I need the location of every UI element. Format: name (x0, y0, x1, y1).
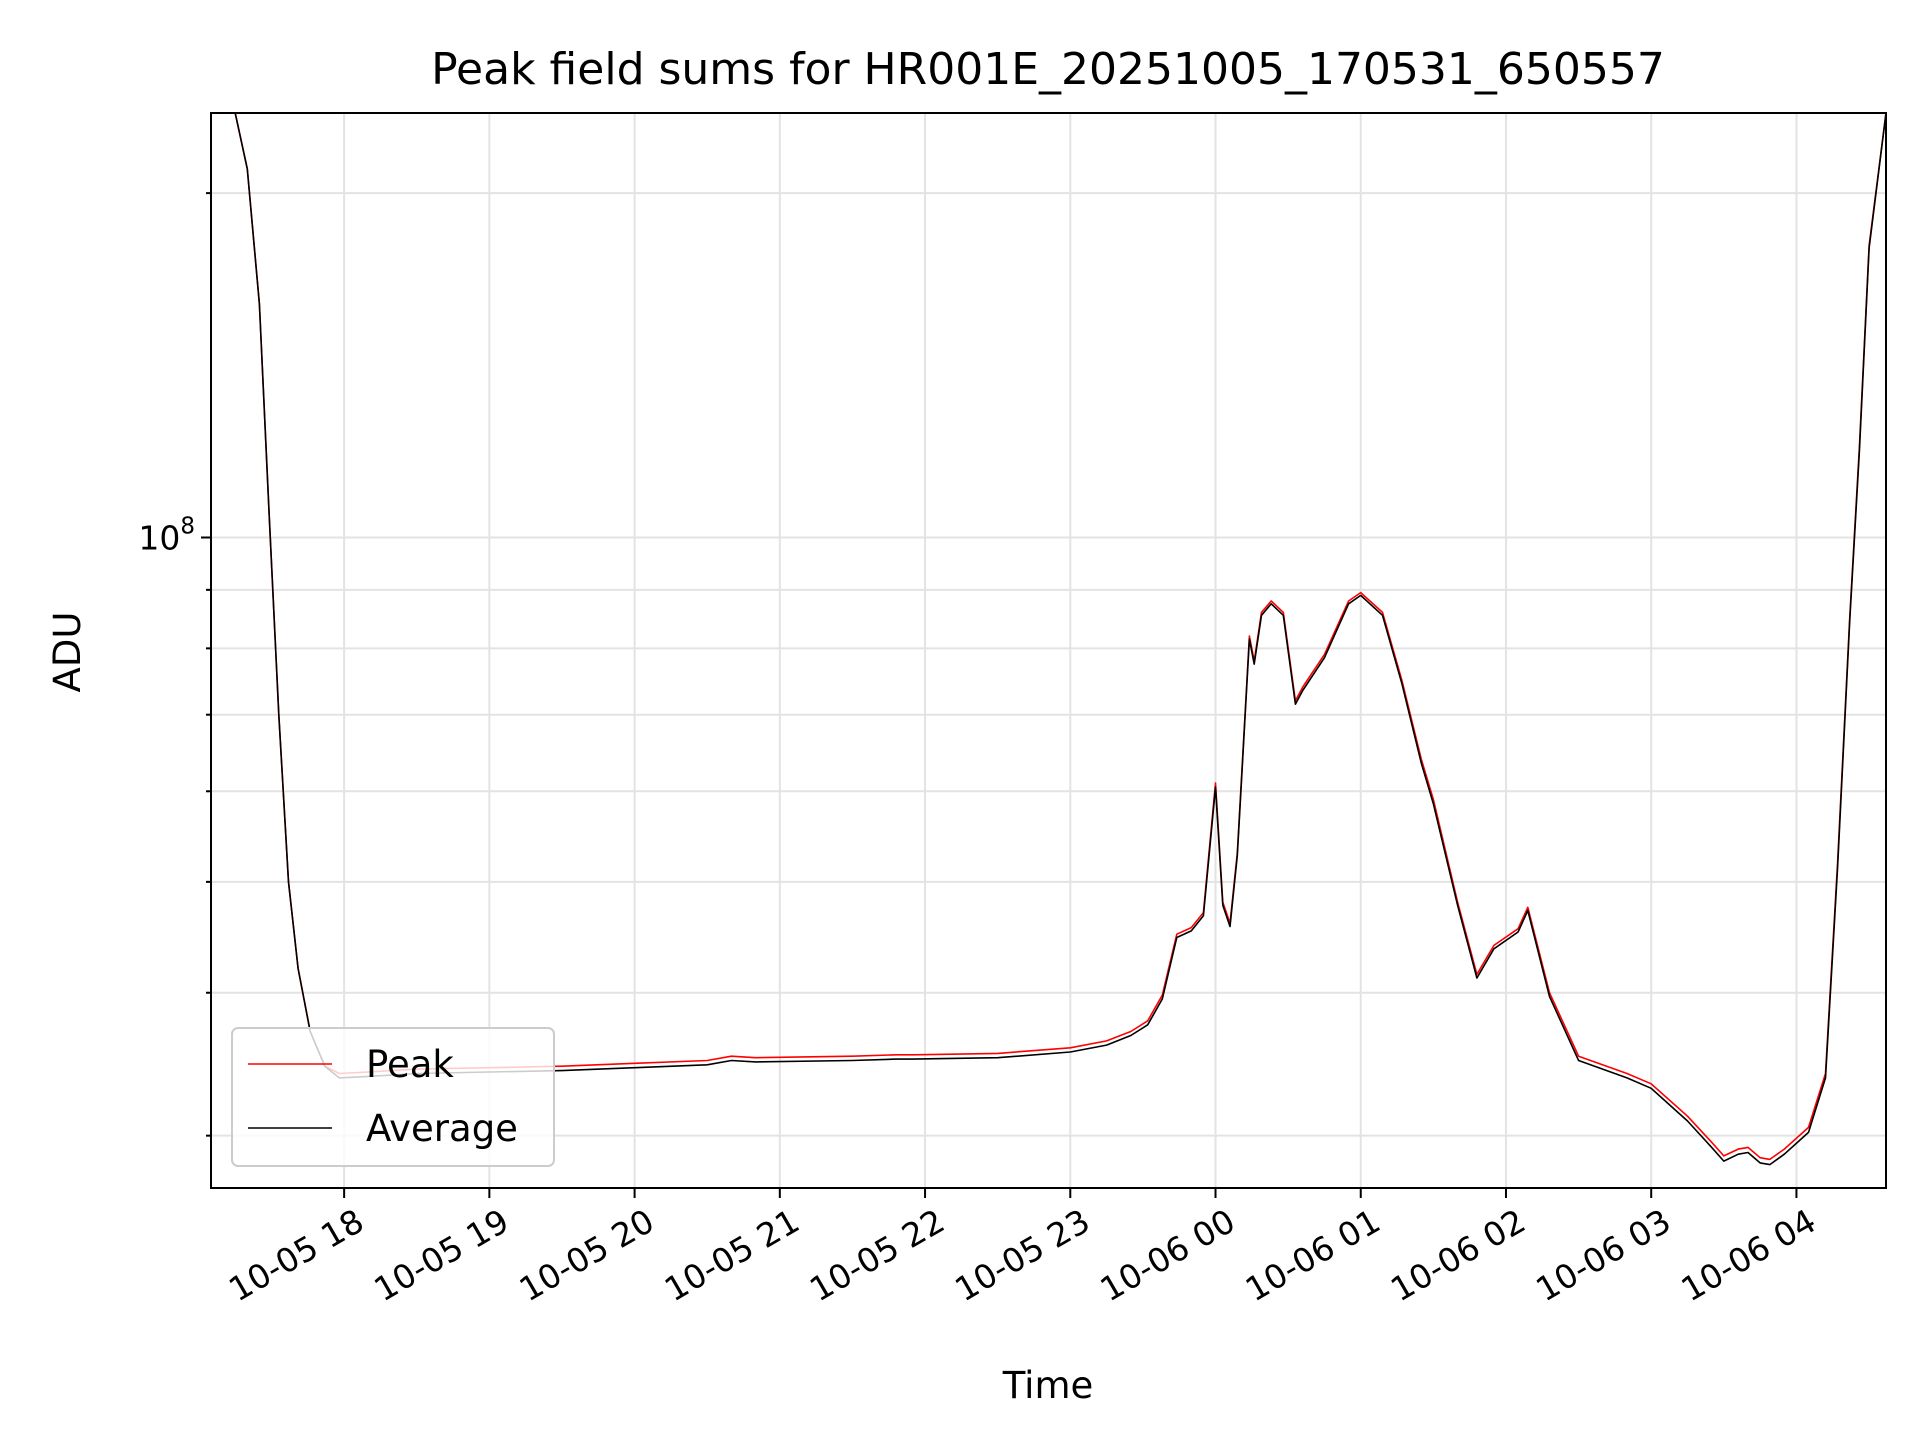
grid-lines (211, 113, 1886, 1188)
legend-label-peak: Peak (366, 1043, 454, 1086)
legend-box (231, 1027, 555, 1167)
x-axis-label: Time (1002, 1364, 1094, 1407)
legend-label-average: Average (366, 1107, 518, 1150)
chart-title: Peak field sums for HR001E_20251005_1705… (431, 44, 1665, 95)
plot-frame (210, 112, 1887, 1189)
legend: Peak Average (231, 1027, 555, 1167)
y-axis-label: ADU (46, 612, 89, 693)
